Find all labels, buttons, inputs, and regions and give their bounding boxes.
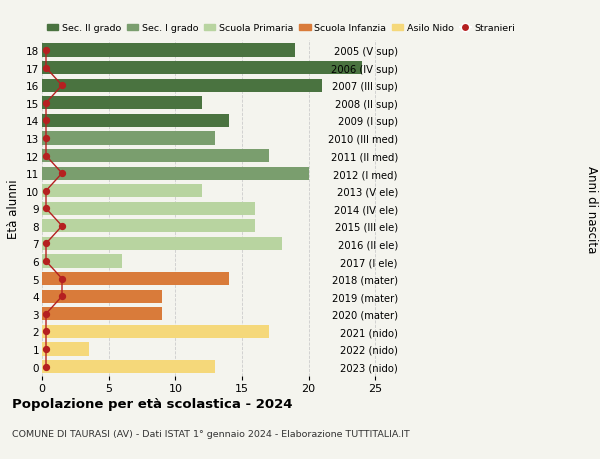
Bar — [42, 62, 362, 75]
Bar — [42, 308, 162, 321]
Y-axis label: Età alunni: Età alunni — [7, 179, 20, 239]
Text: Anni di nascita: Anni di nascita — [584, 165, 598, 252]
Point — [41, 346, 51, 353]
Point — [41, 47, 51, 55]
Bar — [42, 150, 269, 163]
Point — [57, 82, 67, 90]
Bar — [42, 325, 269, 338]
Point — [57, 170, 67, 178]
Bar — [42, 220, 256, 233]
Bar — [42, 97, 202, 110]
Bar — [42, 167, 308, 180]
Bar — [42, 132, 215, 145]
Point — [41, 363, 51, 370]
Bar — [42, 342, 89, 356]
Point — [41, 240, 51, 247]
Bar — [42, 255, 122, 268]
Bar — [42, 79, 322, 93]
Bar — [42, 45, 295, 57]
Bar — [42, 237, 282, 251]
Bar — [42, 115, 229, 128]
Bar — [42, 202, 256, 215]
Point — [41, 205, 51, 213]
Text: Popolazione per età scolastica - 2024: Popolazione per età scolastica - 2024 — [12, 397, 293, 410]
Text: COMUNE DI TAURASI (AV) - Dati ISTAT 1° gennaio 2024 - Elaborazione TUTTITALIA.IT: COMUNE DI TAURASI (AV) - Dati ISTAT 1° g… — [12, 429, 410, 438]
Legend: Sec. II grado, Sec. I grado, Scuola Primaria, Scuola Infanzia, Asilo Nido, Stran: Sec. II grado, Sec. I grado, Scuola Prim… — [47, 24, 515, 33]
Point — [41, 100, 51, 107]
Point — [41, 152, 51, 160]
Point — [41, 258, 51, 265]
Point — [41, 65, 51, 72]
Point — [57, 293, 67, 300]
Point — [41, 188, 51, 195]
Bar — [42, 273, 229, 285]
Point — [41, 328, 51, 336]
Point — [41, 118, 51, 125]
Point — [41, 135, 51, 142]
Point — [57, 223, 67, 230]
Bar — [42, 360, 215, 373]
Bar — [42, 290, 162, 303]
Bar — [42, 185, 202, 198]
Point — [57, 275, 67, 283]
Point — [41, 310, 51, 318]
